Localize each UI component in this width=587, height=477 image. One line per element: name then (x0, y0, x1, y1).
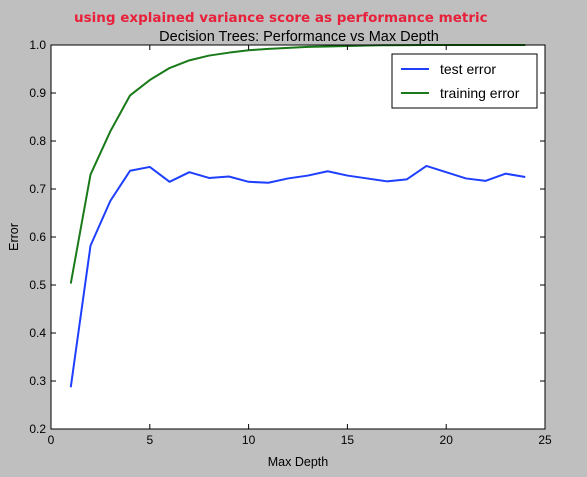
x-tick-label: 20 (440, 433, 454, 447)
axis-ticks: 0 5 10 15 20 25 0.2 0.3 0.4 0.5 0.6 0.7 0.8 0.9 1.0 (29, 38, 552, 447)
series-line-0 (69, 164, 526, 388)
legend: test error training error (391, 53, 538, 109)
y-tick-label: 0.9 (29, 86, 46, 100)
legend-box (391, 53, 538, 109)
y-tick-label: 0.3 (29, 374, 46, 388)
x-tick-label: 15 (341, 433, 355, 447)
x-axis-label: Max Depth (268, 455, 328, 469)
y-axis-label: Error (7, 223, 21, 251)
y-tick-label: 0.8 (29, 134, 46, 148)
y-tick-label: 0.5 (29, 278, 46, 292)
y-tick-label: 0.4 (29, 326, 46, 340)
y-tick-label: 0.7 (29, 182, 46, 196)
x-tick-label: 5 (146, 433, 153, 447)
legend-label-0: test error (440, 61, 496, 77)
chart-title: Decision Trees: Performance vs Max Depth (159, 29, 439, 45)
x-tick-label: 25 (538, 433, 552, 447)
x-tick-label: 10 (242, 433, 256, 447)
y-tick-label: 1.0 (29, 38, 46, 52)
y-tick-label: 0.6 (29, 230, 46, 244)
chart-annotation: using explained variance score as perfor… (74, 10, 488, 26)
legend-label-1: training error (440, 85, 520, 101)
y-tick-label: 0.2 (29, 422, 46, 436)
plot-area (51, 45, 545, 429)
x-tick-label: 0 (48, 433, 55, 447)
